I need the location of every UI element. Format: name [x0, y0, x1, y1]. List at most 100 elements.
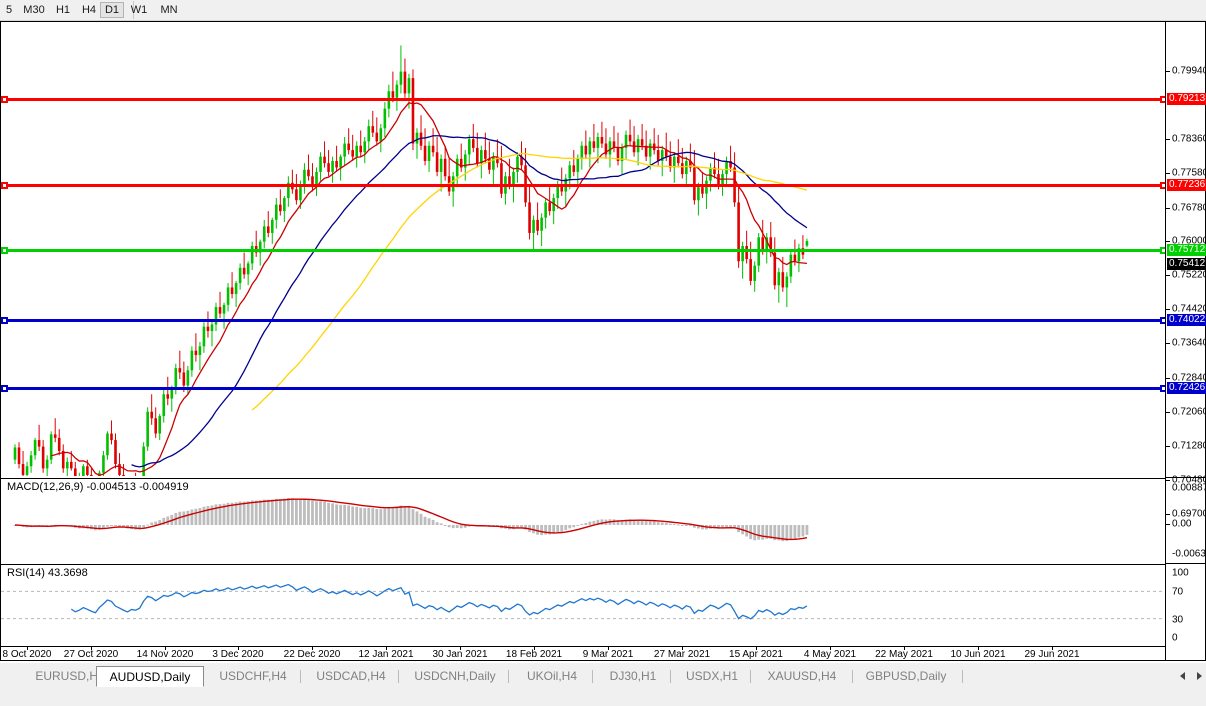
chart-tab-usdcnh-daily[interactable]: USDCNH,Daily: [414, 669, 496, 683]
hline-anchor-right[interactable]: [1160, 385, 1165, 392]
tab-separator: [750, 670, 751, 683]
scroll-left-icon[interactable]: [1180, 672, 1185, 680]
macd-scale-label: 0.008871: [1172, 482, 1206, 494]
price-tick: [1166, 275, 1170, 276]
date-label: 9 Mar 2021: [582, 649, 634, 660]
rsi-canvas: [1, 583, 1165, 620]
price-tick: [1166, 446, 1170, 447]
rsi-pane[interactable]: RSI(14) 43.3698: [1, 564, 1165, 647]
date-tick: [904, 647, 905, 650]
tab-separator: [670, 670, 671, 683]
toolbar-separator: [133, 1, 134, 19]
timeframe-m30-button[interactable]: M30: [23, 4, 45, 16]
timeframe-toolbar: 5 M30 H1 H4 D1 W1 MN: [0, 0, 1206, 21]
chart-window: AUDUSD,Daily 0.75309 0.75468 0.75277 0.7…: [0, 21, 1206, 661]
price-tick-label: 0.74420: [1172, 303, 1206, 315]
chart-tab-usdchf-h4[interactable]: USDCHF,H4: [219, 669, 287, 683]
tab-separator: [962, 670, 963, 683]
tab-separator: [398, 670, 399, 683]
date-label: 30 Jan 2021: [432, 649, 488, 660]
tab-separator: [852, 670, 853, 683]
date-label: 3 Dec 2020: [212, 649, 264, 660]
timeframe-h1-button[interactable]: H1: [55, 4, 71, 16]
price-tick: [1166, 71, 1170, 72]
timeframe-5-button[interactable]: 5: [5, 4, 13, 16]
macd-canvas: [13, 498, 809, 542]
date-label: 8 Oct 2020: [2, 649, 52, 660]
macd-scale-label: -0.00632: [1172, 548, 1206, 560]
price-pane[interactable]: [1, 22, 1165, 476]
date-tick: [27, 647, 28, 650]
chart-tab-usdcad-h4[interactable]: USDCAD,H4: [316, 669, 386, 683]
hline-anchor[interactable]: [1, 182, 8, 189]
price-tick-label: 0.77580: [1172, 167, 1206, 179]
hline-anchor[interactable]: [1, 385, 8, 392]
price-tick-label: 0.75220: [1172, 269, 1206, 281]
hline-support-72426[interactable]: [1, 385, 1165, 392]
scroll-right-icon[interactable]: [1197, 672, 1202, 680]
price-tick: [1166, 514, 1170, 515]
price-tick-label: 0.73640: [1172, 337, 1206, 349]
rsi-label: RSI(14) 43.3698: [7, 567, 91, 579]
hline-anchor-right[interactable]: [1160, 182, 1165, 189]
date-label: 14 Nov 2020: [136, 649, 194, 660]
chart-tab-strip: EURUSD,H4 AUDUSD,Daily USDCHF,H4 USDCAD,H4 U…: [0, 666, 1180, 688]
date-tick: [756, 647, 757, 650]
chart-tab-ukoil-h4[interactable]: UKOil,H4: [526, 669, 577, 683]
price-scale[interactable]: 0.79940 0.78360 0.77580 0.76780 0.76000 0.752…: [1165, 22, 1206, 660]
chart-tab-audusd-daily[interactable]: AUDUSD,Daily: [96, 666, 204, 687]
timeframe-h4-button[interactable]: H4: [81, 4, 97, 16]
price-tick: [1166, 343, 1170, 344]
hline-anchor[interactable]: [1, 317, 8, 324]
timeframe-w1-button[interactable]: W1: [130, 4, 148, 16]
date-tick: [460, 647, 461, 650]
date-axis: 8 Oct 2020 27 Oct 2020 14 Nov 2020 3 Dec 20…: [1, 646, 1165, 661]
date-label: 27 Mar 2021: [653, 649, 711, 660]
price-tick-label: 0.70480: [1172, 474, 1206, 486]
price-badge-075712: 0.75712: [1167, 244, 1206, 256]
hline-support-74022[interactable]: [1, 317, 1165, 324]
hline-anchor[interactable]: [1, 96, 8, 103]
hline-resistance-79213[interactable]: [1, 96, 1165, 103]
chart-tab-eurusd-h4[interactable]: EURUSD,H4: [35, 669, 105, 683]
macd-scale-tick: [1166, 524, 1170, 525]
chart-tab-gbpusd-daily[interactable]: GBPUSD,Daily: [865, 669, 947, 683]
date-label: 4 May 2021: [803, 649, 857, 660]
price-tick-label: 0.71280: [1172, 440, 1206, 452]
price-tick-label: 0.78360: [1172, 133, 1206, 145]
chart-tab-bar: EURUSD,H4 AUDUSD,Daily USDCHF,H4 USDCAD,H4 U…: [0, 662, 1206, 706]
price-tick: [1166, 173, 1170, 174]
date-label: 12 Jan 2021: [358, 649, 414, 660]
timeframe-mn-button[interactable]: MN: [160, 4, 178, 16]
macd-pane[interactable]: MACD(12,26,9) -0.004513 -0.004919: [1, 478, 1165, 564]
date-label: 18 Feb 2021: [505, 649, 563, 660]
rsi-scale-label: 30: [1172, 614, 1184, 626]
tab-separator: [592, 670, 593, 683]
date-tick: [1052, 647, 1053, 650]
date-tick: [312, 647, 313, 650]
price-tick: [1166, 309, 1170, 310]
timeframe-d1-button[interactable]: D1: [100, 2, 124, 18]
date-tick: [608, 647, 609, 650]
hline-anchor-right[interactable]: [1160, 96, 1165, 103]
hline-support-75712[interactable]: [1, 247, 1165, 254]
date-tick: [830, 647, 831, 650]
date-tick: [682, 647, 683, 650]
hline-anchor-right[interactable]: [1160, 317, 1165, 324]
date-tick: [978, 647, 979, 650]
price-tick: [1166, 378, 1170, 379]
price-tick-label: 0.76780: [1172, 202, 1206, 214]
price-tick-label: 0.79940: [1172, 65, 1206, 77]
macd-label: MACD(12,26,9) -0.004513 -0.004919: [7, 481, 192, 493]
chart-tab-xauusd-h4[interactable]: XAUUSD,H4: [767, 669, 837, 683]
hline-anchor[interactable]: [1, 247, 8, 254]
hline-resistance-77236[interactable]: [1, 182, 1165, 189]
rsi-scale-label: 0: [1172, 632, 1178, 644]
chart-tab-dj30-h1[interactable]: DJ30,H1: [609, 669, 657, 683]
date-label: 22 Dec 2020: [283, 649, 341, 660]
price-tick: [1166, 208, 1170, 209]
hline-anchor-right[interactable]: [1160, 247, 1165, 254]
chart-tab-usdx-h1[interactable]: USDX,H1: [685, 669, 738, 683]
price-tick-label: 0.76000: [1172, 235, 1206, 247]
